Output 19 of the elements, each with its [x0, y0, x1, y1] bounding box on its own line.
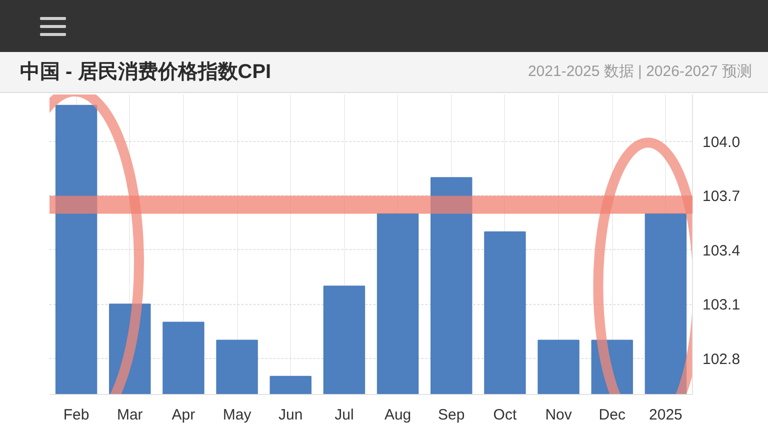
y-tick-label: 104.0 — [702, 134, 740, 151]
y-tick-label: 103.7 — [702, 188, 740, 206]
x-tick-label: Apr — [172, 406, 196, 424]
y-tick-label: 103.1 — [702, 296, 740, 314]
x-tick-label: Jul — [334, 406, 354, 424]
x-tick-label: 2025 — [649, 406, 682, 424]
x-tick-label: Aug — [384, 406, 412, 424]
x-tick-label: Dec — [598, 406, 626, 424]
x-tick-label: Oct — [493, 406, 518, 424]
x-tick-label: Mar — [116, 406, 143, 424]
x-tick-label: Nov — [545, 406, 572, 424]
chart-subtitle: 2021-2025 数据 | 2026-2027 预测 — [528, 62, 752, 82]
y-tick-label: 103.4 — [702, 242, 740, 260]
x-tick-label: Sep — [438, 406, 465, 424]
x-tick-label: May — [222, 406, 252, 424]
x-tick-label: Feb — [63, 406, 90, 424]
chart-title: 中国 - 居民消费价格指数CPI — [20, 60, 272, 85]
y-tick-label: 102.8 — [702, 350, 740, 368]
x-tick-label: Jun — [278, 406, 303, 424]
